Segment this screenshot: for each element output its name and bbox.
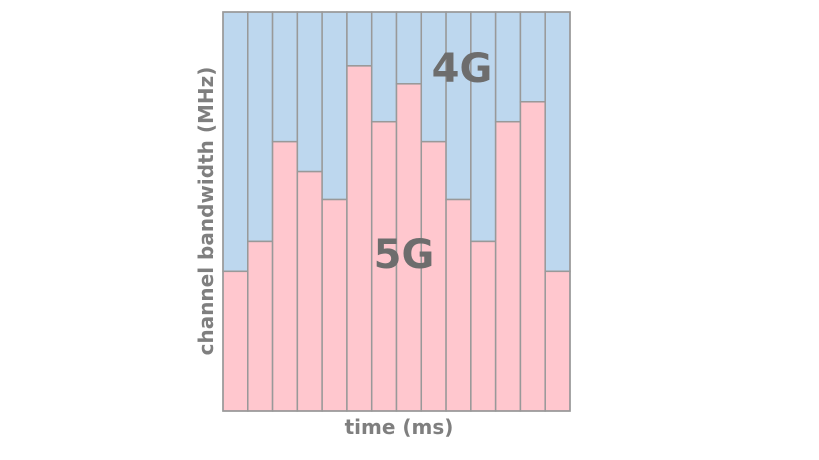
bar-5g-4 xyxy=(296,170,323,412)
bar-4g-13 xyxy=(519,11,546,103)
bar-5g-11 xyxy=(470,240,497,412)
bar-4g-10 xyxy=(445,11,472,201)
plot-frame xyxy=(222,11,571,412)
bar-5g-3 xyxy=(271,140,299,412)
bar-5g-6 xyxy=(346,65,373,412)
bar-5g-5 xyxy=(321,198,348,412)
bar-4g-1 xyxy=(222,11,249,273)
bar-5g-13 xyxy=(519,101,546,412)
bar-5g-1 xyxy=(222,270,249,412)
bar-4g-12 xyxy=(494,11,522,123)
bar-5g-7 xyxy=(370,120,398,412)
y-axis-label: channel bandwidth (MHz) xyxy=(194,67,218,356)
bar-4g-2 xyxy=(247,11,274,243)
bar-4g-7 xyxy=(370,11,398,123)
bar-5g-14 xyxy=(544,270,571,412)
bar-4g-14 xyxy=(544,11,571,273)
bars-group xyxy=(222,11,571,412)
bar-4g-6 xyxy=(346,11,373,67)
bar-5g-8 xyxy=(395,83,423,412)
bar-4g-4 xyxy=(296,11,323,173)
bar-5g-12 xyxy=(494,120,522,412)
bar-4g-8 xyxy=(395,11,423,85)
bar-5g-10 xyxy=(445,198,472,412)
bar-4g-5 xyxy=(321,11,348,201)
x-axis-label: time (ms) xyxy=(345,415,454,439)
series-label-5g: 5G xyxy=(374,232,435,278)
bar-4g-3 xyxy=(271,11,299,143)
series-label-4g: 4G xyxy=(432,46,493,92)
bar-5g-2 xyxy=(247,240,274,412)
